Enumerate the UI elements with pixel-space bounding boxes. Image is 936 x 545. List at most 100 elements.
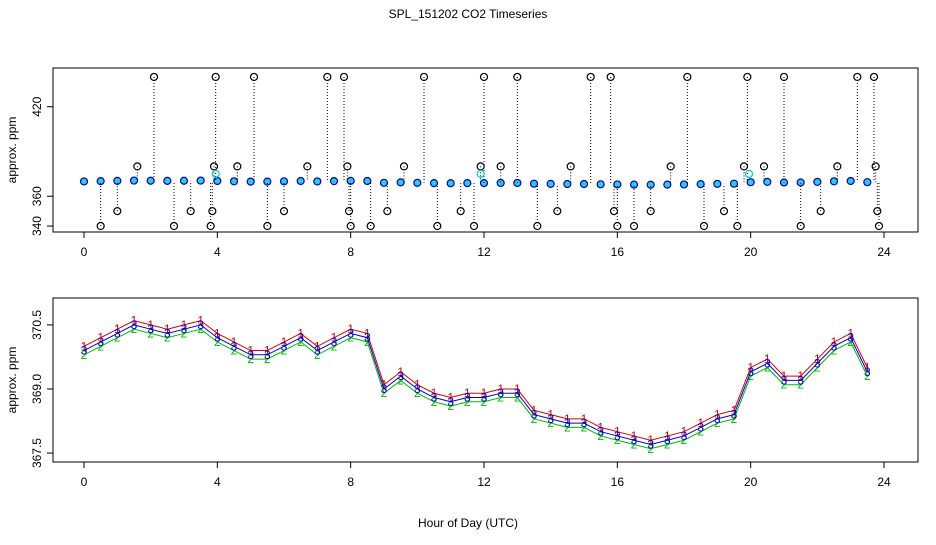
point-symbol: 3 — [547, 412, 554, 426]
point — [871, 162, 880, 171]
point — [533, 221, 542, 231]
point-symbol: 2 — [814, 361, 821, 375]
point-symbol: 3 — [564, 416, 571, 430]
point-symbol: 1 — [547, 408, 554, 422]
point-symbol: 3 — [747, 365, 754, 379]
point-symbol: 1 — [164, 322, 171, 336]
point-symbol: 3 — [197, 318, 204, 332]
y-axis-label: approx. ppm — [5, 347, 19, 414]
point-symbol: 2 — [164, 331, 171, 345]
point — [874, 221, 884, 231]
x-tick-label: 24 — [877, 245, 891, 259]
point — [366, 221, 375, 231]
point-symbol: 2 — [364, 335, 371, 349]
point-symbol: 1 — [797, 369, 804, 383]
point — [629, 221, 639, 231]
point-symbol: 1 — [747, 361, 754, 375]
point-symbol: 2 — [497, 391, 504, 405]
point — [296, 176, 305, 186]
point — [419, 72, 429, 82]
point — [699, 221, 709, 231]
point-symbol: 1 — [731, 403, 738, 417]
x-tick-label: 4 — [214, 475, 221, 489]
point — [696, 180, 705, 189]
point — [679, 180, 689, 189]
point — [413, 178, 422, 187]
point — [566, 162, 575, 171]
point — [713, 179, 722, 188]
point-symbol: 2 — [464, 395, 471, 409]
point-symbol: 2 — [447, 399, 454, 413]
point-symbol: 3 — [781, 373, 788, 387]
point — [229, 177, 239, 186]
point — [596, 180, 605, 189]
point — [396, 178, 405, 187]
point-symbol: 2 — [647, 442, 654, 456]
point-symbol: 3 — [581, 416, 588, 430]
point-symbol: 3 — [97, 335, 104, 349]
point — [829, 177, 839, 186]
point-symbol: 1 — [764, 352, 771, 366]
point — [816, 207, 825, 216]
point-symbol: 1 — [581, 412, 588, 426]
point — [613, 180, 622, 189]
point — [211, 72, 220, 82]
point-symbol: 3 — [614, 429, 621, 443]
point-symbol: 1 — [681, 425, 688, 439]
point-symbol: 2 — [631, 437, 638, 451]
point-symbol: 2 — [347, 331, 354, 345]
x-tick-label: 4 — [214, 245, 221, 259]
point — [833, 162, 842, 171]
point — [211, 169, 220, 178]
point-symbol: 1 — [814, 352, 821, 366]
point-symbol: 3 — [464, 391, 471, 405]
point-symbol: 1 — [297, 326, 304, 340]
point — [743, 72, 752, 82]
point — [323, 72, 332, 82]
point-symbol: 3 — [481, 391, 488, 405]
point-symbol: 2 — [81, 348, 88, 362]
point — [343, 162, 352, 171]
point — [719, 207, 729, 216]
point-symbol: 1 — [214, 326, 221, 340]
point-symbol: 1 — [847, 326, 854, 340]
point — [129, 176, 139, 185]
point — [133, 162, 142, 171]
point-symbol: 3 — [114, 326, 121, 340]
point-symbol: 1 — [347, 322, 354, 336]
point — [663, 180, 672, 189]
point-symbol: 1 — [147, 318, 154, 332]
point-symbol: 1 — [781, 369, 788, 383]
point — [433, 221, 442, 231]
point-symbol: 1 — [247, 344, 254, 358]
point-symbol: 2 — [264, 352, 271, 366]
point — [683, 72, 692, 82]
point-symbol: 1 — [281, 335, 288, 349]
point — [233, 162, 242, 171]
point — [813, 177, 822, 187]
point-symbol: 3 — [314, 344, 321, 358]
point-symbol: 1 — [397, 365, 404, 379]
point-symbol: 2 — [431, 395, 438, 409]
point-symbol: 2 — [514, 391, 521, 405]
point — [196, 176, 205, 185]
point-symbol: 2 — [114, 331, 121, 345]
point-symbol: 1 — [714, 408, 721, 422]
point-symbol: 1 — [481, 386, 488, 400]
point — [344, 207, 354, 216]
point-symbol: 2 — [331, 339, 338, 353]
point-symbol: 1 — [181, 318, 188, 332]
point — [456, 207, 465, 216]
point — [496, 162, 505, 171]
point-symbol: 1 — [514, 382, 521, 396]
point-symbol: 3 — [531, 408, 538, 422]
point-symbol: 1 — [597, 420, 604, 434]
point — [96, 177, 105, 186]
point — [796, 178, 805, 187]
point-symbol: 1 — [231, 335, 238, 349]
x-tick-label: 24 — [877, 475, 891, 489]
x-tick-label: 16 — [611, 245, 625, 259]
point-symbol: 3 — [814, 356, 821, 370]
point-symbol: 3 — [231, 339, 238, 353]
point-symbol: 3 — [864, 365, 871, 379]
